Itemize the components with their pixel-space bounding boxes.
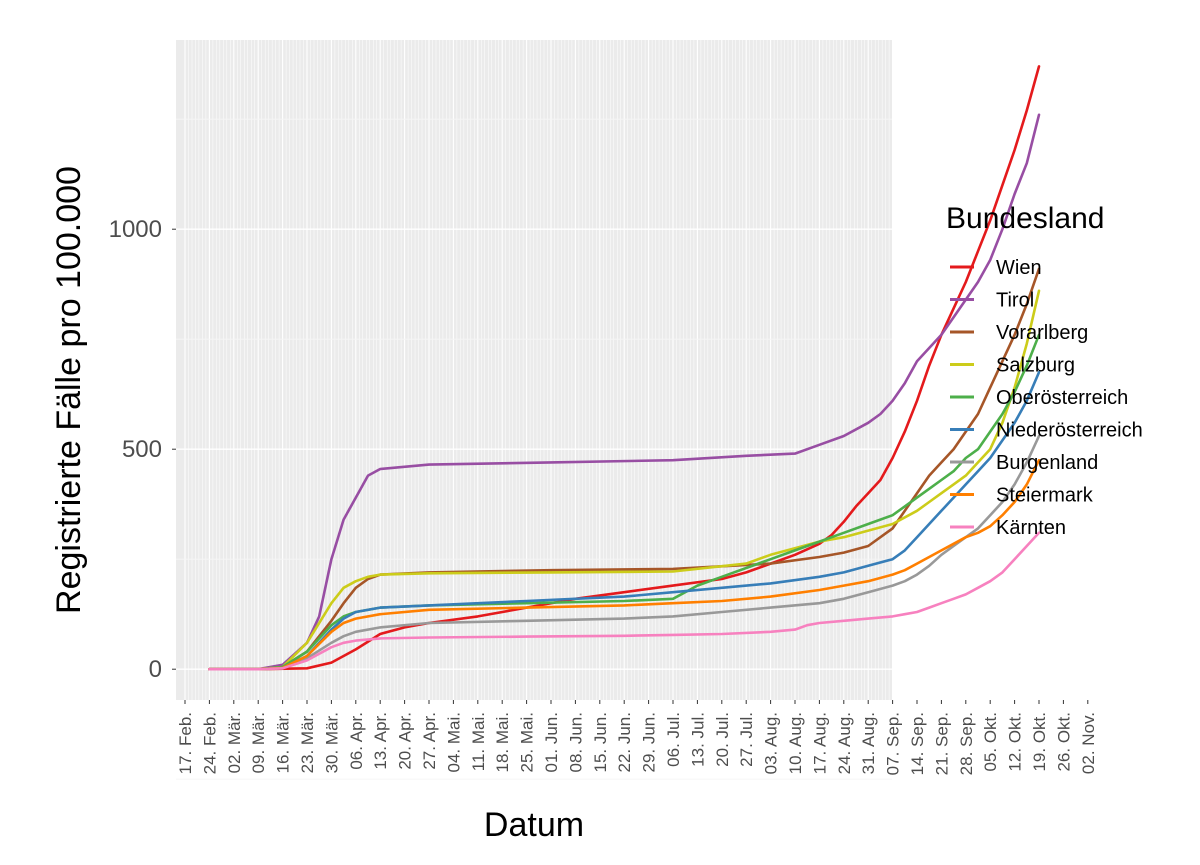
x-tick-label: 31. Aug. <box>859 712 878 774</box>
x-tick-label: 08. Jun. <box>566 712 585 773</box>
y-axis-ticks: 0 500 1000 <box>109 216 176 683</box>
x-tick-label: 15. Jun. <box>591 712 610 773</box>
legend-label: Oberösterreich <box>996 387 1128 409</box>
x-tick-label: 27. Jul. <box>737 712 756 767</box>
x-tick-label: 18. Mai. <box>493 712 512 772</box>
x-tick-label: 19. Okt. <box>1030 712 1049 772</box>
series-layer <box>208 65 1041 671</box>
y-axis-title: Registrierte Fälle pro 100.000 <box>50 166 88 614</box>
x-tick-label: 09. Mär. <box>249 712 268 773</box>
x-tick-label: 02. Mär. <box>225 712 244 773</box>
x-tick-label: 14. Sep. <box>908 712 927 775</box>
x-tick-label: 12. Okt. <box>1006 712 1025 772</box>
legend-label: Kärnten <box>996 517 1066 539</box>
x-tick-label: 05. Okt. <box>981 712 1000 772</box>
x-tick-label: 29. Jun. <box>640 712 659 773</box>
x-tick-label: 17. Feb. <box>176 712 195 774</box>
x-tick-label: 21. Sep. <box>932 712 951 775</box>
x-tick-label: 24. Feb. <box>200 712 219 774</box>
x-tick-label: 13. Apr. <box>371 712 390 770</box>
series-line-burgenland <box>208 434 1041 671</box>
x-tick-label: 28. Sep. <box>957 712 976 775</box>
x-tick-label: 22. Jun. <box>615 712 634 773</box>
series-line-kärnten <box>208 531 1041 671</box>
x-tick-label: 27. Apr. <box>420 712 439 770</box>
x-axis-ticks: 17. Feb. 24. Feb. 02. Mär. 09. Mär. 16. Mär.… <box>176 700 1098 775</box>
series-line-steiermark <box>208 458 1041 671</box>
legend-label: Burgenland <box>996 452 1098 474</box>
legend-label: Steiermark <box>996 485 1094 507</box>
x-tick-label: 20. Apr. <box>396 712 415 770</box>
plot-panel <box>176 40 892 700</box>
x-tick-label: 06. Jul. <box>664 712 683 767</box>
y-tick-label: 500 <box>122 436 162 463</box>
x-tick-label: 04. Mai. <box>444 712 463 772</box>
x-tick-label: 24. Aug. <box>835 712 854 774</box>
x-tick-label: 11. Mai. <box>469 712 488 771</box>
x-tick-label: 23. Mär. <box>298 712 317 773</box>
legend-label: Tirol <box>996 290 1034 312</box>
x-tick-label: 30. Mär. <box>322 712 341 773</box>
x-tick-label: 03. Aug. <box>762 712 781 774</box>
x-tick-label: 06. Apr. <box>347 712 366 770</box>
x-tick-label: 13. Jul. <box>688 712 707 767</box>
x-tick-label: 07. Sep. <box>884 712 903 775</box>
x-tick-label: 02. Nov. <box>1079 712 1098 774</box>
y-tick-label: 1000 <box>109 216 162 243</box>
x-tick-label: 26. Okt. <box>1054 712 1073 772</box>
x-tick-label: 16. Mär. <box>274 712 293 773</box>
series-line-vorarlberg <box>208 267 1041 671</box>
x-tick-label: 20. Jul. <box>713 712 732 767</box>
series-line-oberösterreich <box>208 333 1041 671</box>
legend-label: Vorarlberg <box>996 322 1088 344</box>
legend-label: Niederösterreich <box>996 420 1143 442</box>
legend-label: Wien <box>996 257 1042 279</box>
grid-lines <box>176 40 892 780</box>
legend-items: Wien Tirol Vorarlberg Salzburg Oberösterreic… <box>950 257 1143 539</box>
y-tick-label: 0 <box>149 656 162 683</box>
x-tick-label: 17. Aug. <box>810 712 829 774</box>
legend-label: Salzburg <box>996 355 1075 377</box>
x-axis-title: Datum <box>484 806 584 844</box>
x-tick-label: 01. Jun. <box>542 712 561 773</box>
legend-title: Bundesland <box>946 202 1104 235</box>
series-line-tirol <box>208 113 1041 671</box>
series-line-niederösterreich <box>208 370 1041 671</box>
legend: Bundesland Wien Tirol Vorarlberg Salzburg Ob… <box>946 202 1143 539</box>
x-tick-label: 25. Mai. <box>518 712 537 772</box>
x-tick-label: 10. Aug. <box>786 712 805 774</box>
